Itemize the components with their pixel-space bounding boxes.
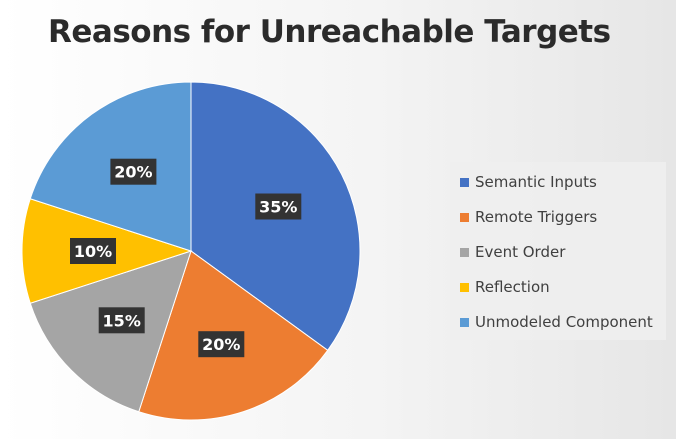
data-label-box <box>255 193 302 220</box>
legend-label: Remote Triggers <box>475 208 598 226</box>
legend-swatch <box>460 317 469 327</box>
legend-item-semantic-inputs: Semantic Inputs <box>460 172 597 192</box>
legend-item-reflection: Reflection <box>460 277 550 297</box>
legend-swatch <box>460 177 469 187</box>
data-label-event-order: 15% <box>98 307 145 334</box>
data-label-text: 15% <box>103 311 141 330</box>
legend: Semantic Inputs Remote Triggers Event Or… <box>450 162 666 340</box>
data-label-text: 10% <box>74 242 112 261</box>
legend-label: Unmodeled Component <box>475 313 653 331</box>
chart-title: Reasons for Unreachable Targets <box>48 14 611 50</box>
data-label-box <box>110 158 157 185</box>
data-label-text: 20% <box>114 163 152 182</box>
legend-label: Reflection <box>475 278 550 296</box>
legend-item-unmodeled-component: Unmodeled Component <box>460 312 653 332</box>
legend-item-remote-triggers: Remote Triggers <box>460 207 597 227</box>
data-label-reflection: 10% <box>70 238 116 264</box>
data-label-box <box>198 331 245 358</box>
legend-swatch <box>460 212 469 222</box>
data-label-box <box>98 307 145 334</box>
data-label-semantic-inputs: 35% <box>255 193 302 220</box>
legend-label: Event Order <box>475 243 566 261</box>
legend-item-event-order: Event Order <box>460 242 565 262</box>
data-label-text: 20% <box>202 335 240 354</box>
legend-label: Semantic Inputs <box>475 173 597 191</box>
data-label-unmodeled-component: 20% <box>110 158 157 185</box>
legend-swatch <box>460 247 469 257</box>
data-label-text: 35% <box>259 198 297 217</box>
data-label-remote-triggers: 20% <box>198 331 245 358</box>
legend-swatch <box>460 282 469 292</box>
data-label-box <box>70 238 116 264</box>
